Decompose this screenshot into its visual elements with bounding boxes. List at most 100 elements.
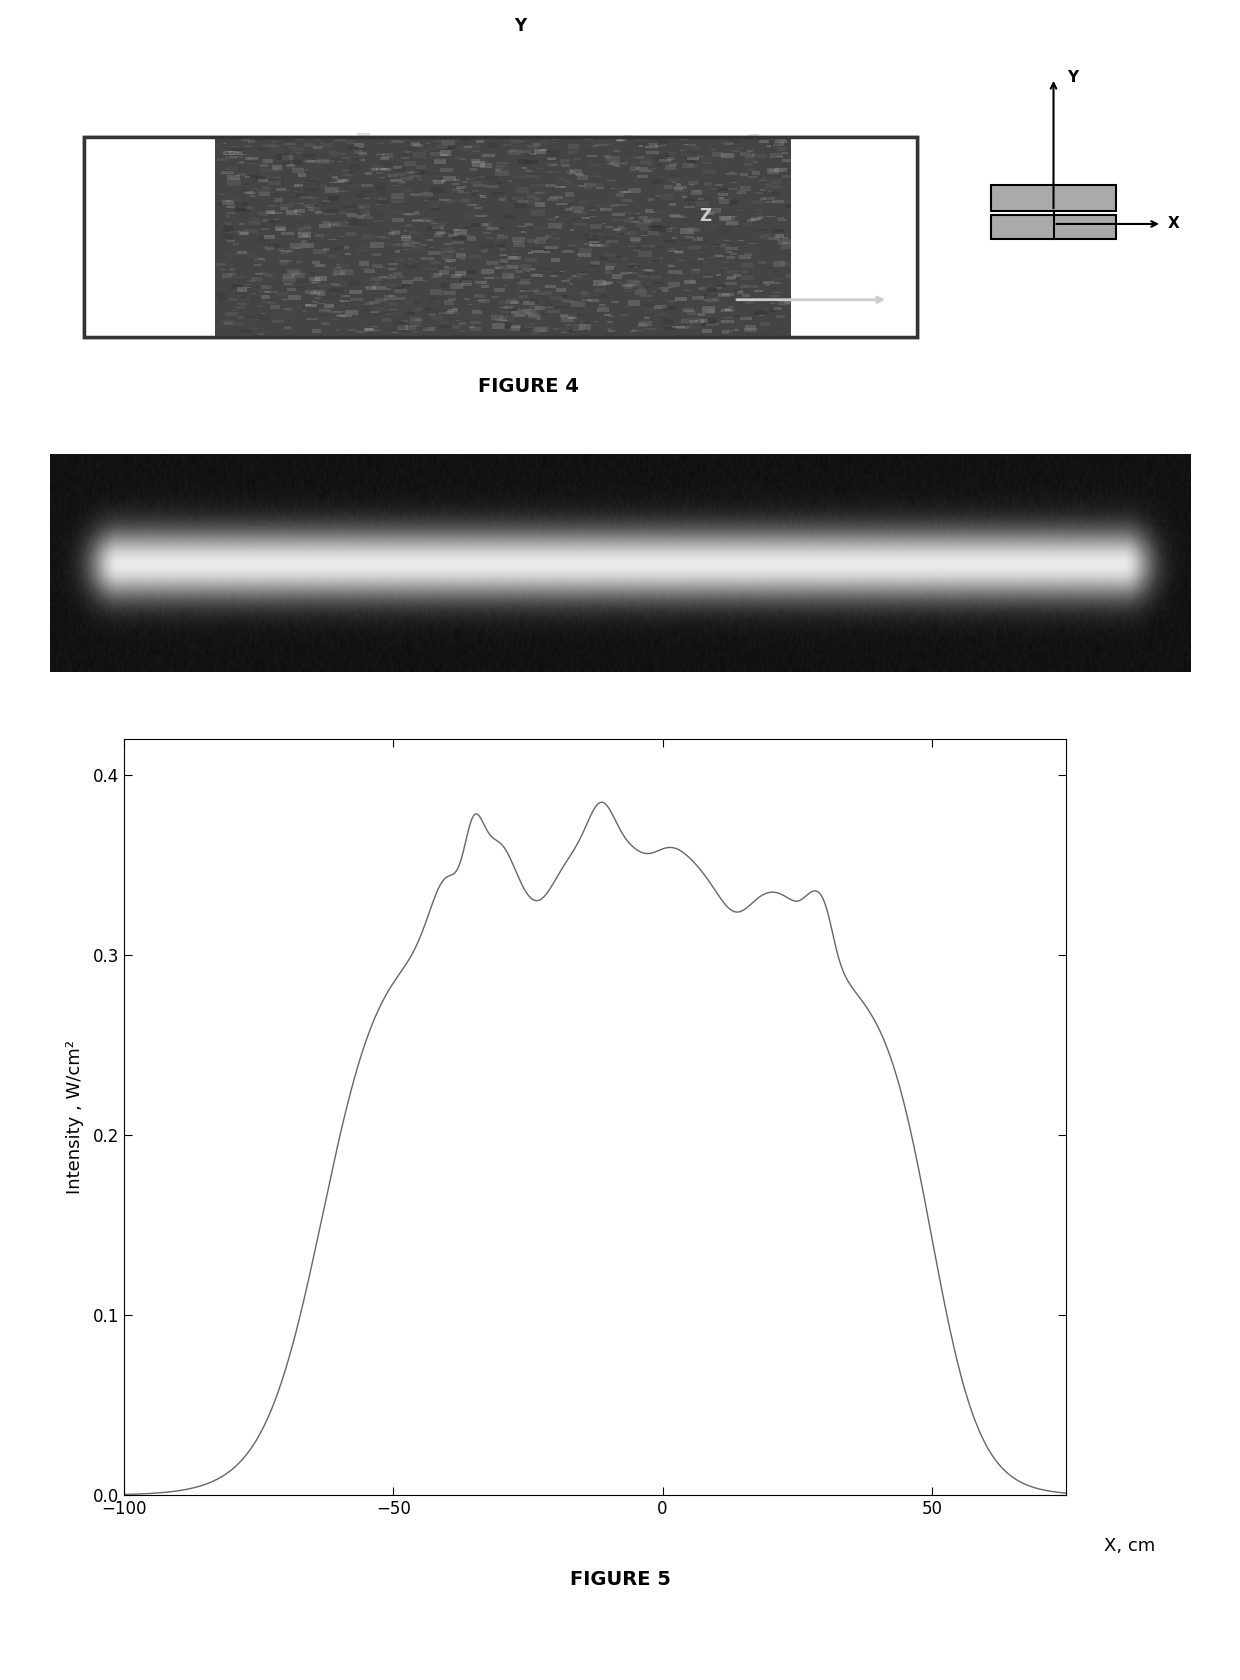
Bar [388,274,393,276]
Bar [565,202,574,205]
Bar [371,168,378,171]
Bar [306,188,317,193]
Bar [503,326,511,328]
Bar [291,148,304,151]
Bar [634,141,646,146]
Bar [720,244,730,247]
Bar [464,239,474,240]
Bar [294,160,305,165]
Bar [577,175,588,180]
Bar [430,186,444,193]
Bar [269,267,280,272]
Bar [280,203,293,208]
Bar [348,165,361,170]
Bar [291,272,305,277]
Bar [374,299,387,302]
Bar [706,218,712,220]
Bar [427,222,438,223]
Bar [544,249,553,252]
Bar [502,306,513,309]
Bar [396,289,408,292]
Bar [613,146,619,150]
Bar [296,151,303,155]
Bar [683,265,694,270]
Bar [485,237,494,239]
Bar [637,222,650,223]
Bar [314,146,322,150]
Bar [590,244,600,245]
Bar [408,259,414,260]
Bar [544,250,549,252]
Bar [599,255,609,260]
Bar [363,328,373,331]
Bar [258,237,270,240]
Bar [300,244,310,249]
Bar [520,279,531,284]
Bar [777,301,790,306]
Bar [253,274,260,277]
Bar [382,318,392,323]
Bar [371,284,379,286]
Bar [991,215,1116,239]
Bar [560,284,572,287]
Bar [228,202,241,205]
Bar [725,277,735,281]
Bar [636,166,649,170]
Bar [381,237,391,239]
Bar [604,155,611,158]
Bar [611,301,619,302]
Bar [619,312,627,316]
Bar [396,324,405,329]
Bar [228,297,237,301]
Bar [647,198,653,202]
Bar [570,228,574,232]
Bar [315,161,326,166]
Bar [516,289,527,292]
Bar [464,257,475,259]
Bar [445,200,454,203]
Bar [464,192,470,193]
Bar [334,294,343,297]
Bar [465,203,474,208]
Bar [605,270,611,274]
Bar [784,213,796,218]
Bar [330,255,336,257]
Bar [703,276,709,277]
Bar [255,297,263,299]
Bar [324,213,337,215]
Bar [697,259,704,260]
Bar [428,198,438,200]
Bar [625,153,632,155]
Bar [84,138,215,336]
Bar [422,255,432,259]
Bar [630,286,640,289]
Bar [709,242,719,245]
Bar [525,326,533,328]
Bar [510,234,523,237]
Bar [725,220,739,225]
Bar [327,151,339,156]
Bar [495,319,507,321]
Bar [294,185,304,186]
Bar [438,279,445,282]
Bar [273,165,281,170]
Bar [573,210,582,213]
Bar [487,227,500,230]
Bar [536,312,547,316]
Bar [355,143,363,148]
Bar [247,192,255,195]
Bar [534,306,544,311]
Bar [461,227,469,228]
Bar [440,146,446,148]
Bar [601,244,609,247]
Bar [560,160,569,163]
Bar [624,136,634,139]
Bar [583,323,588,324]
Bar [254,257,260,260]
Bar [748,168,755,171]
Bar [286,166,295,168]
Bar [325,168,331,170]
Bar [755,208,763,212]
Bar [470,160,480,163]
Bar [363,269,376,274]
